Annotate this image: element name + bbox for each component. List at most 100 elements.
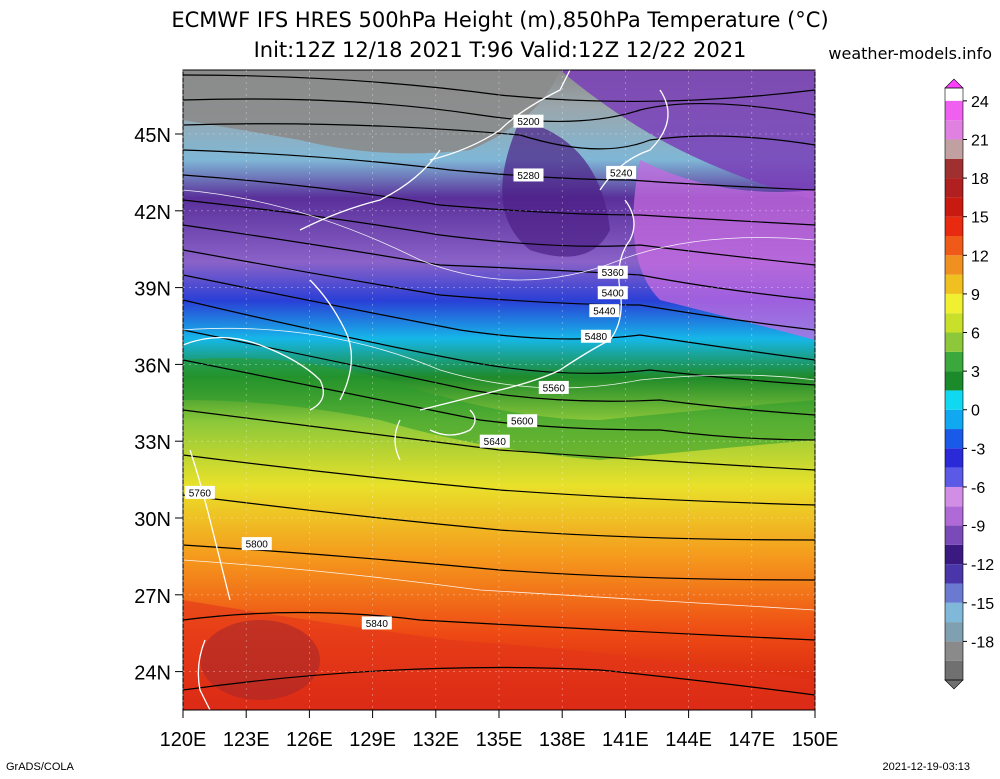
green-band: [183, 358, 815, 460]
contour-label-bg: [597, 265, 628, 279]
korean-peninsula: [309, 279, 353, 401]
contour-label: 5440: [593, 307, 616, 318]
colorbar-segment: [945, 139, 963, 159]
colorbar-label: -3: [971, 441, 985, 458]
colorbar-segment: [945, 178, 963, 198]
site-label: weather-models.info: [828, 44, 992, 63]
russia-coast: [429, 70, 571, 161]
contour-label: 5760: [189, 488, 212, 499]
colorbar-segment: [945, 525, 963, 545]
lat-tick-label: 42N: [134, 202, 171, 224]
contour-label: 5280: [517, 171, 540, 182]
colorbar-label: 15: [971, 210, 989, 227]
colorbar-label: 12: [971, 248, 989, 265]
contour-label: 5200: [517, 117, 540, 128]
kyushu: [394, 419, 401, 461]
deep-purple-core: [502, 120, 610, 257]
lat-tick-label: 24N: [134, 663, 171, 685]
lon-tick-label: 120E: [160, 729, 207, 751]
colorbar-segment: [945, 332, 963, 352]
korea-china-coast: [183, 336, 324, 411]
colorbar-segment: [945, 255, 963, 275]
lon-tick-label: 144E: [665, 729, 712, 751]
contour-label: 5360: [602, 268, 625, 279]
colorbar-frame: [944, 87, 964, 681]
colorbar-bottom-arrow: [944, 679, 964, 690]
colorbar-segment: [945, 120, 963, 140]
lat-tick-label: 30N: [134, 509, 171, 531]
red-region-south: [183, 600, 815, 710]
colorbar-segment: [945, 622, 963, 642]
colorbar-segment: [945, 100, 963, 121]
contour-label-bg: [513, 114, 544, 128]
colorbar-segment: [945, 216, 963, 236]
lon-tick-label: 138E: [539, 729, 586, 751]
colorbar-segment: [945, 351, 963, 372]
colorbar-label: 24: [971, 94, 989, 111]
colorbar-top-arrow: [944, 78, 964, 89]
contour-label-bg: [513, 168, 544, 182]
colorbar-label: 0: [971, 403, 980, 420]
lon-tick-label: 150E: [792, 729, 839, 751]
colorbar-label: -6: [971, 480, 985, 497]
colorbar-label: -18: [971, 634, 994, 651]
colorbar-segment: [945, 371, 963, 391]
contour-label-bg: [597, 286, 628, 300]
contour-label: 5600: [511, 417, 534, 428]
contour-label-bg: [606, 165, 637, 179]
colorbar-label: -15: [971, 596, 994, 613]
colorbar-label: 6: [971, 326, 980, 343]
purple-region-ne: [560, 70, 815, 200]
colorbar-label: 9: [971, 287, 980, 304]
colorbar-segment: [945, 429, 963, 449]
contour-label: 5560: [543, 383, 566, 394]
title-line-2: Init:12Z 12/18 2021 T:96 Valid:12Z 12/22…: [253, 38, 747, 62]
north-korea-coast: [299, 149, 441, 231]
contour-label-bg: [589, 304, 620, 318]
colorbar-segment: [945, 467, 963, 487]
colorbar-segment: [945, 486, 963, 507]
colorbar-segment: [945, 506, 963, 526]
colorbar-segment: [945, 544, 963, 565]
contour-label-bg: [507, 414, 538, 428]
lat-tick-label: 33N: [134, 432, 171, 454]
colorbar-label: 21: [971, 132, 989, 149]
lon-tick-label: 132E: [412, 729, 459, 751]
contour-label-bg: [241, 537, 272, 551]
colorbar-segment: [945, 390, 963, 410]
contour-label: 5840: [366, 619, 389, 630]
lon-tick-label: 135E: [476, 729, 523, 751]
contour-label-bg: [580, 329, 611, 343]
isotherms: [183, 189, 815, 611]
colorbar-segment: [945, 274, 963, 294]
colorbar-label: -9: [971, 519, 985, 536]
colorbar-segment: [945, 293, 963, 314]
china-east-coast: [189, 449, 231, 601]
colorbar-label: 18: [971, 171, 989, 188]
lon-tick-label: 129E: [349, 729, 396, 751]
credit-label: GrADS/COLA: [6, 761, 74, 773]
timestamp-label: 2021-12-19-03:13: [882, 761, 970, 773]
title-line-1: ECMWF IFS HRES 500hPa Height (m),850hPa …: [171, 8, 829, 32]
colorbar-segment: [945, 564, 963, 584]
contour-label: 5480: [585, 332, 608, 343]
colorbar-segment: [945, 313, 963, 333]
warm-core: [200, 620, 320, 700]
colorbar-segment: [945, 409, 963, 430]
lon-tick-label: 126E: [286, 729, 333, 751]
colorbar-label: 3: [971, 364, 980, 381]
lat-tick-label: 36N: [134, 355, 171, 377]
contour-label-bg: [184, 485, 215, 499]
colorbar-segment: [945, 448, 963, 468]
taiwan: [197, 639, 211, 710]
colorbar-segment: [945, 602, 963, 623]
lat-tick-label: 39N: [134, 279, 171, 301]
colorbar-segment: [945, 583, 963, 603]
contour-label-bg: [538, 380, 569, 394]
contour-label: 5640: [484, 437, 507, 448]
colorbar-label: -12: [971, 557, 994, 574]
contour-label-bg: [361, 616, 392, 630]
shikoku: [429, 409, 476, 436]
colorbar-segment: [945, 197, 963, 217]
